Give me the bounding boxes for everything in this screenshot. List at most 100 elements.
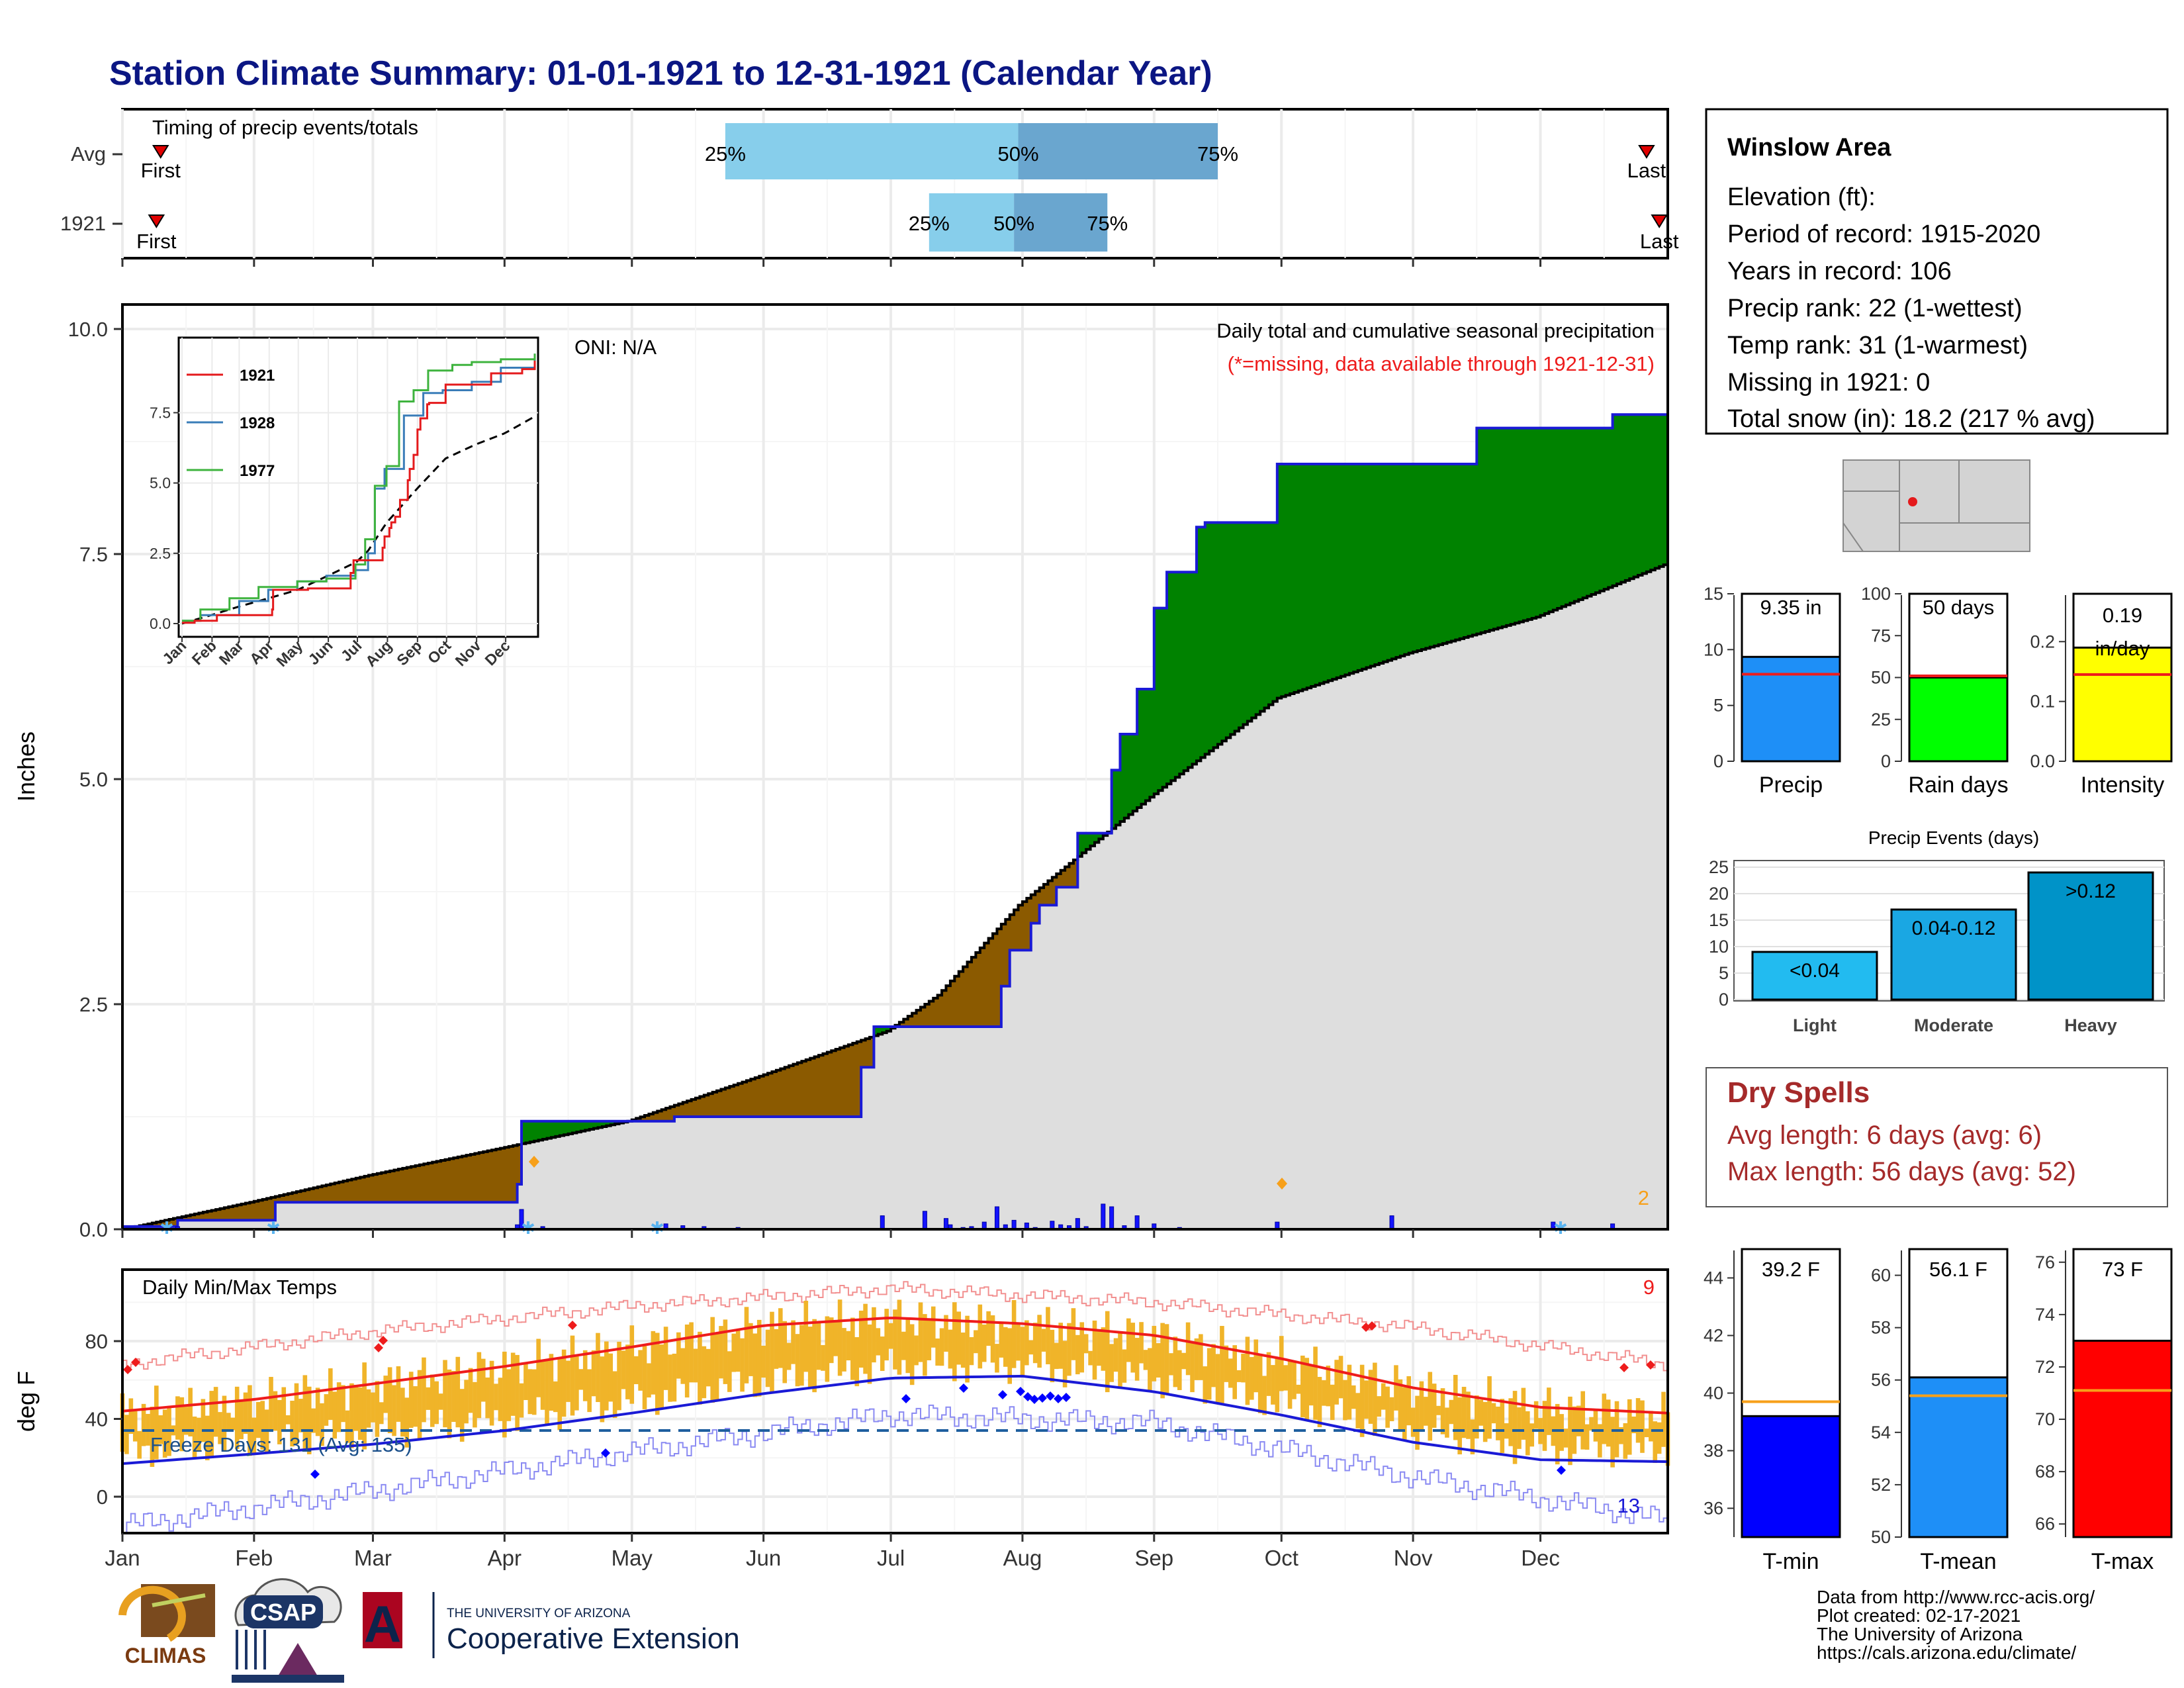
daily-temp-range-bar	[561, 1349, 567, 1417]
record-low-marker	[998, 1390, 1007, 1399]
timing-avg-25-50-bar	[725, 123, 1019, 179]
daily-temp-range-bar	[1181, 1352, 1187, 1370]
daily-temp-range-bar	[761, 1345, 766, 1378]
event-marker-oct	[1277, 1178, 1287, 1190]
daily-temp-range-bar	[315, 1387, 320, 1436]
mini-bar-y-tick-label: 25	[1871, 710, 1891, 729]
daily-temp-range-bar	[727, 1351, 732, 1392]
month-axis-label: Sep	[1134, 1546, 1173, 1570]
daily-temp-range-bar	[473, 1382, 477, 1428]
temp-summary-bar	[1908, 1376, 2009, 1538]
daily-temp-range-bar	[1410, 1407, 1416, 1437]
mini-bar-chart-1: 0 25 50 75 100 50 days Rain days	[1861, 584, 2009, 798]
mini-bar-y-tick-label: 0.0	[2030, 751, 2055, 771]
inset-y-tick-label: 2.5	[150, 545, 171, 562]
daily-temp-range-bar	[596, 1333, 600, 1403]
daily-temp-range-bar	[1241, 1354, 1246, 1383]
daily-temp-range-bar	[167, 1408, 171, 1456]
daily-temp-range-bar	[464, 1380, 469, 1424]
mini-bar-category-label: Precip	[1759, 773, 1823, 798]
mini-bar-y-tick-label: 50	[1871, 668, 1891, 688]
daily-temp-range-bar	[821, 1344, 825, 1371]
footer-data-source: Data from http://www.rcc-acis.org/	[1817, 1587, 2095, 1607]
temp-y-axis-label: deg F	[13, 1371, 40, 1432]
daily-temp-range-bar	[952, 1302, 957, 1382]
daily-temp-range-bar	[1058, 1323, 1063, 1369]
daily-temp-range-bar	[523, 1362, 528, 1401]
temp-summary-y-tick-label: 74	[2035, 1305, 2055, 1325]
daily-temp-range-bar	[1606, 1399, 1611, 1447]
daily-temp-range-bar	[1194, 1338, 1199, 1380]
daily-temp-range-bar	[1279, 1336, 1284, 1391]
station-info-box: Winslow Area Elevation (ft): Period of r…	[1705, 108, 2169, 435]
daily-temp-range-bar	[1457, 1397, 1462, 1455]
daily-temp-range-bar	[803, 1300, 809, 1372]
daily-temp-range-bar	[1139, 1322, 1144, 1364]
daily-temp-range-bar	[1296, 1384, 1301, 1394]
event-marker-apr	[529, 1156, 539, 1168]
daily-temp-range-bar	[608, 1353, 614, 1402]
timing-avg-last-label: Last	[1627, 159, 1666, 182]
freeze-days-label: Freeze Days: 131 (Avg: 135)	[150, 1433, 412, 1456]
daily-temp-range-bar	[893, 1309, 897, 1370]
daily-temp-range-bar	[298, 1399, 303, 1432]
inset-1977-line	[182, 353, 536, 622]
daily-temp-range-bar	[1482, 1401, 1488, 1442]
record-high-marker	[1367, 1321, 1377, 1331]
daily-temp-range-bar	[1020, 1327, 1025, 1376]
daily-temp-range-bar	[1445, 1407, 1449, 1438]
mini-bar-y-tick-label: 0	[1881, 751, 1891, 771]
daily-temp-range-bar	[1275, 1357, 1280, 1413]
precip-y-tick-label: 10.0	[68, 318, 108, 341]
daily-precip-bar	[1109, 1206, 1115, 1230]
daily-temp-range-bar	[731, 1333, 737, 1372]
daily-temp-range-bar	[531, 1369, 537, 1415]
daily-temp-range-bar	[812, 1319, 817, 1393]
temperature-summary-bars: 36 38 40 42 44 39.2 F T-min 50 52 54 56 58 60 56.1 F T…	[1704, 1248, 2173, 1574]
daily-temp-range-bar	[302, 1375, 308, 1450]
temp-summary-y-tick-label: 72	[2035, 1357, 2055, 1377]
daily-temp-range-bar	[1355, 1393, 1361, 1429]
record-min-line	[122, 1404, 1668, 1534]
daily-temp-range-bar	[833, 1322, 838, 1356]
ua-logo-title: Cooperative Extension	[447, 1622, 740, 1655]
inset-legend-1977: 1977	[240, 462, 275, 480]
daily-temp-range-bar	[880, 1336, 885, 1372]
timing-year-first-marker	[148, 214, 165, 228]
events-bar-label: <0.04	[1790, 960, 1840, 982]
daily-temp-range-bar	[1525, 1411, 1530, 1456]
daily-temp-range-bar	[362, 1362, 367, 1450]
inset-y-tick-label: 0.0	[150, 615, 171, 632]
daily-temp-range-bar	[1419, 1381, 1424, 1431]
temp-panel-title: Daily Min/Max Temps	[142, 1276, 337, 1299]
temp-summary-y-tick-label: 58	[1871, 1318, 1891, 1338]
daily-temp-range-bar	[1547, 1387, 1551, 1435]
daily-temp-range-bar	[379, 1402, 384, 1425]
daily-temp-range-bar	[939, 1328, 944, 1366]
daily-temp-range-bar	[510, 1352, 516, 1416]
inset-legend-1921: 1921	[240, 367, 275, 385]
daily-temp-range-bar	[663, 1327, 668, 1390]
precip-panel: ✱ ✱ ✱ ✱ ✱ 0.02.55.07.510.0 Inches ONI: N…	[13, 303, 1669, 1241]
timing-year-p50-label: 50%	[993, 212, 1034, 235]
years-in-record-line: Years in record: 106	[1727, 258, 1952, 285]
above-average-precip-area	[122, 387, 1668, 1229]
daily-temp-range-bar	[273, 1391, 278, 1431]
missing-count: 2	[1638, 1186, 1649, 1209]
daily-temp-range-bar	[617, 1341, 621, 1411]
daily-temp-range-bar	[807, 1327, 813, 1387]
daily-temp-range-bar	[698, 1331, 702, 1405]
daily-temp-range-bar	[1466, 1391, 1471, 1439]
daily-temp-range-bar	[239, 1401, 244, 1440]
daily-temp-range-bar	[756, 1319, 762, 1397]
daily-temp-range-bar	[1105, 1311, 1110, 1393]
month-axis-label: Apr	[488, 1546, 522, 1570]
daily-temp-range-bar	[935, 1338, 940, 1366]
daily-temp-range-bar	[430, 1374, 435, 1427]
events-category-label: Light	[1793, 1015, 1837, 1035]
daily-temp-range-bar	[141, 1403, 146, 1446]
daily-temp-range-bar	[582, 1350, 588, 1401]
mini-bar-category-label: Intensity	[2081, 773, 2165, 798]
daily-temp-range-bar	[1584, 1424, 1590, 1450]
